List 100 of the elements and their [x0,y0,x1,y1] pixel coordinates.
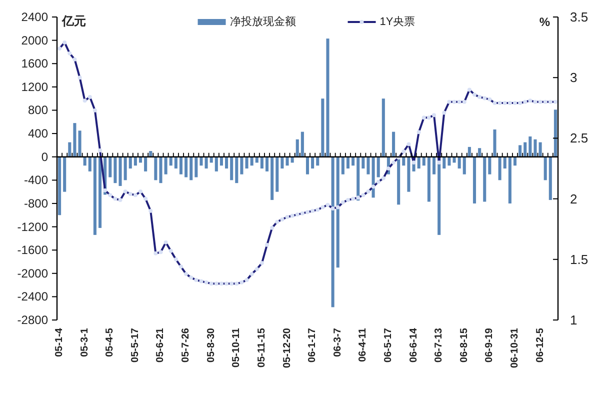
bar [68,142,72,157]
bar [462,156,466,174]
bar [204,156,208,168]
bar [493,129,496,157]
y-tick-label: -1200 [17,220,48,234]
bar [452,156,456,163]
bar [286,156,289,166]
bar [524,142,527,157]
bar [478,148,482,157]
bar [296,139,299,157]
bar [432,156,436,174]
x-tick-label: 05-12-20 [282,328,293,368]
y2-axis-title: % [539,15,550,29]
x-tick-label: 06-3-7 [332,328,344,357]
y2-tick-label: 1 [570,312,578,328]
bar [225,156,228,168]
legend-label: 1Y央票 [380,15,416,28]
y-tick-label: -2400 [17,290,48,304]
bar [184,156,188,178]
y-tick-label: -400 [24,173,48,188]
bar [159,156,162,184]
bar [498,156,502,180]
y-tick-label: -1600 [17,243,48,258]
bar [280,156,284,168]
bar [230,156,234,180]
y-tick-label: 2000 [21,33,48,48]
bar [88,156,92,172]
y2-tick-label: 2.5 [570,130,588,146]
bar [265,156,269,172]
bar [548,156,552,200]
bar [442,156,446,168]
x-tick-label: 05-5-17 [130,328,141,362]
bar [513,156,517,166]
bar [118,156,122,186]
bar [128,156,132,168]
y-axis-title: 亿元 [61,14,86,28]
bar [528,136,532,157]
bar [276,156,279,192]
bar [194,156,198,178]
bar [503,156,506,168]
x-tick-label: 06-10-31 [509,328,520,368]
bar [154,156,158,180]
bar [468,146,471,157]
x-tick-label: 05-10-11 [231,328,242,368]
x-tick-label: 05-7-26 [180,328,192,362]
bar [326,38,330,157]
bar [472,156,476,204]
bar [366,156,370,174]
y-tick-label: 400 [28,126,48,141]
bar [134,156,137,166]
bar [179,156,183,174]
x-tick-label: 06-12-5 [534,328,546,362]
y-tick-label: 1200 [21,80,48,94]
bar [190,156,193,180]
x-tick-label: 05-11-15 [256,328,268,368]
bar [316,156,320,166]
x-tick-label: 05-8-30 [206,328,217,362]
y2-tick-label: 3 [570,70,578,86]
y-tick-label: -2000 [17,266,48,280]
bar [270,156,274,200]
x-tick-label: 06-6-14 [408,328,420,362]
bar [331,156,334,308]
bar [108,156,112,178]
x-tick-label: 06-8-15 [458,328,470,362]
y-tick-label: 1600 [21,56,48,71]
bar [144,156,148,172]
bar [58,156,62,216]
bar [362,156,365,168]
bar [407,156,410,192]
bar [83,156,86,166]
y-tick-label: -800 [24,196,48,210]
bar [250,156,254,166]
bar [422,156,426,166]
bar [114,156,117,184]
bar [538,142,542,157]
bar [214,156,218,172]
bar [392,132,396,157]
bar [554,110,557,157]
bar [240,156,244,174]
y-tick-label: -2800 [17,313,48,327]
bar [458,156,461,168]
x-tick-label: 06-7-13 [434,328,445,362]
bar [93,156,96,235]
bar [382,98,385,157]
bar [124,156,127,180]
bar [78,130,82,157]
bar [63,156,66,192]
x-tick-label: 05-3-1 [79,328,90,357]
y-tick-label: 2400 [21,10,48,24]
bar [245,156,248,168]
bar [438,156,441,235]
bar [321,98,324,157]
bar [508,156,512,204]
y-tick-label: 800 [28,103,48,118]
bar [488,156,492,174]
x-tick-label: 06-4-11 [358,328,369,362]
bar [220,156,223,166]
x-tick-label: 06-9-19 [484,328,496,362]
bar [300,132,304,157]
bar [260,156,264,168]
